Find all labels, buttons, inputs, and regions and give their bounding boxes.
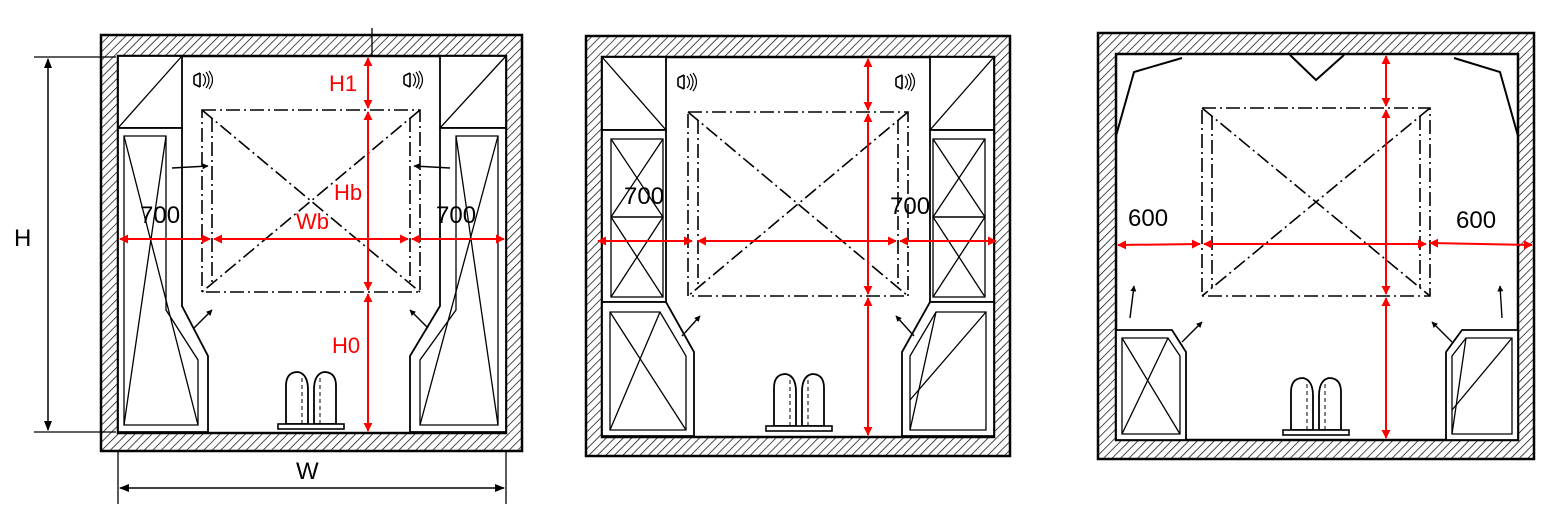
- panel-2: 700 700: [584, 34, 1012, 458]
- label-hb: Hb: [334, 180, 362, 205]
- panel-3: 600 600: [1096, 31, 1536, 461]
- lower-panel-right-3: [1445, 329, 1519, 441]
- label-700-right-2: 700: [890, 193, 930, 220]
- lower-panel-right-2: [901, 301, 995, 437]
- label-700-left-2: 700: [624, 183, 664, 210]
- side-panel-left-2: [601, 129, 667, 303]
- label-700-left-1: 700: [140, 202, 180, 229]
- label-wb: Wb: [296, 209, 329, 234]
- car-outline-2: [687, 111, 909, 297]
- side-panel-right-2: [929, 129, 995, 303]
- side-panel-left-1: [117, 127, 209, 433]
- car-outline-1: [201, 109, 421, 293]
- label-600-left-3: 600: [1128, 205, 1168, 232]
- side-panel-right-1: [409, 127, 507, 433]
- label-600-right-3: 600: [1456, 207, 1496, 234]
- label-h1: H1: [329, 71, 357, 96]
- panel-1: H1 Hb Wb H0 700 700 H W: [14, 28, 524, 504]
- label-700-right-1: 700: [436, 202, 476, 229]
- dimension-600-right-3: [1429, 238, 1533, 250]
- dimension-600-left-3: [1117, 239, 1201, 250]
- car-outline-3: [1201, 107, 1431, 297]
- label-w: W: [296, 458, 319, 485]
- label-h: H: [14, 225, 31, 252]
- label-h0: H0: [332, 333, 360, 358]
